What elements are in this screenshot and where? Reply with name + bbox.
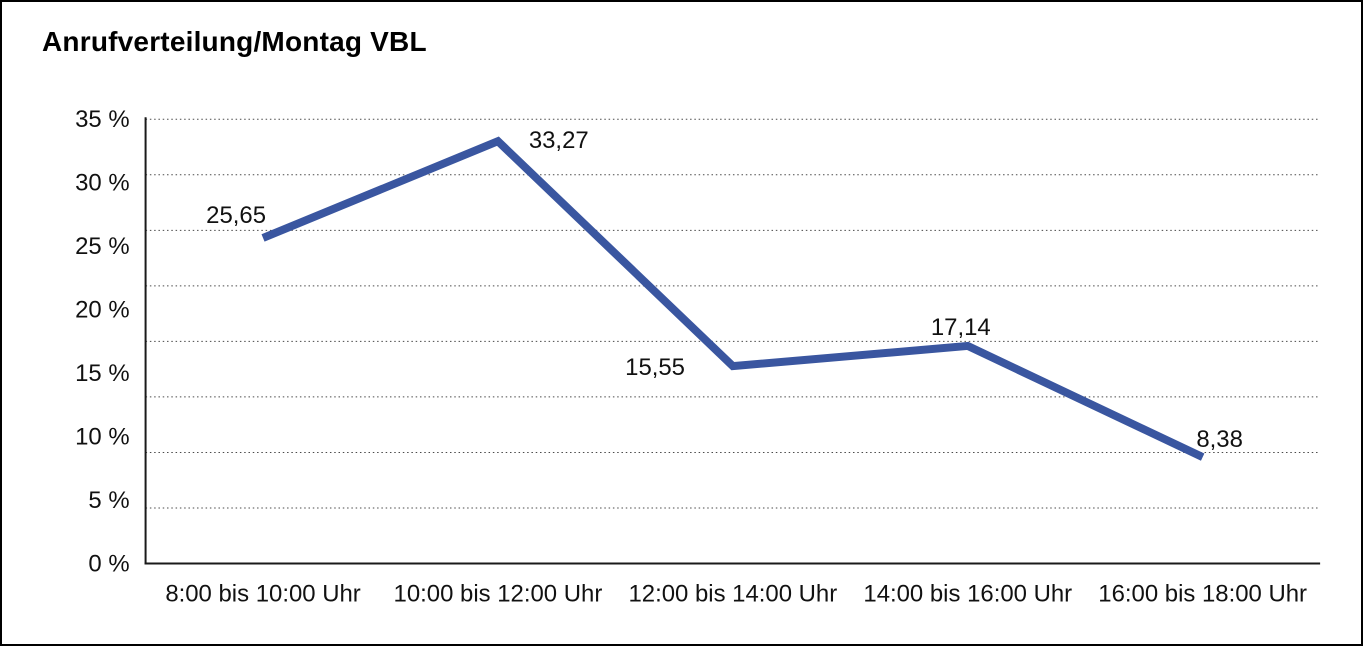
x-tick-label: 10:00 bis 12:00 Uhr <box>394 580 603 607</box>
y-tick-label: 15 % <box>75 360 130 387</box>
data-point-label: 33,27 <box>529 127 589 154</box>
data-point-label: 15,55 <box>625 354 685 381</box>
chart-title: Anrufverteilung/Montag VBL <box>42 26 427 57</box>
y-tick-label: 30 % <box>75 170 130 197</box>
data-point-label: 17,14 <box>931 314 991 341</box>
y-tick-label: 5 % <box>88 487 129 514</box>
y-tick-label: 20 % <box>75 297 130 324</box>
y-tick-label: 0 % <box>88 550 129 577</box>
y-tick-label: 10 % <box>75 424 130 451</box>
x-tick-label: 8:00 bis 10:00 Uhr <box>165 580 360 607</box>
y-tick-label: 35 % <box>75 106 130 133</box>
x-tick-label: 12:00 bis 14:00 Uhr <box>628 580 837 607</box>
data-point-label: 25,65 <box>206 202 266 229</box>
x-tick-label: 14:00 bis 16:00 Uhr <box>863 580 1072 607</box>
x-tick-label: 16:00 bis 18:00 Uhr <box>1098 580 1307 607</box>
y-tick-label: 25 % <box>75 233 130 260</box>
data-line <box>261 136 1205 461</box>
data-point-label: 8,38 <box>1196 426 1243 453</box>
